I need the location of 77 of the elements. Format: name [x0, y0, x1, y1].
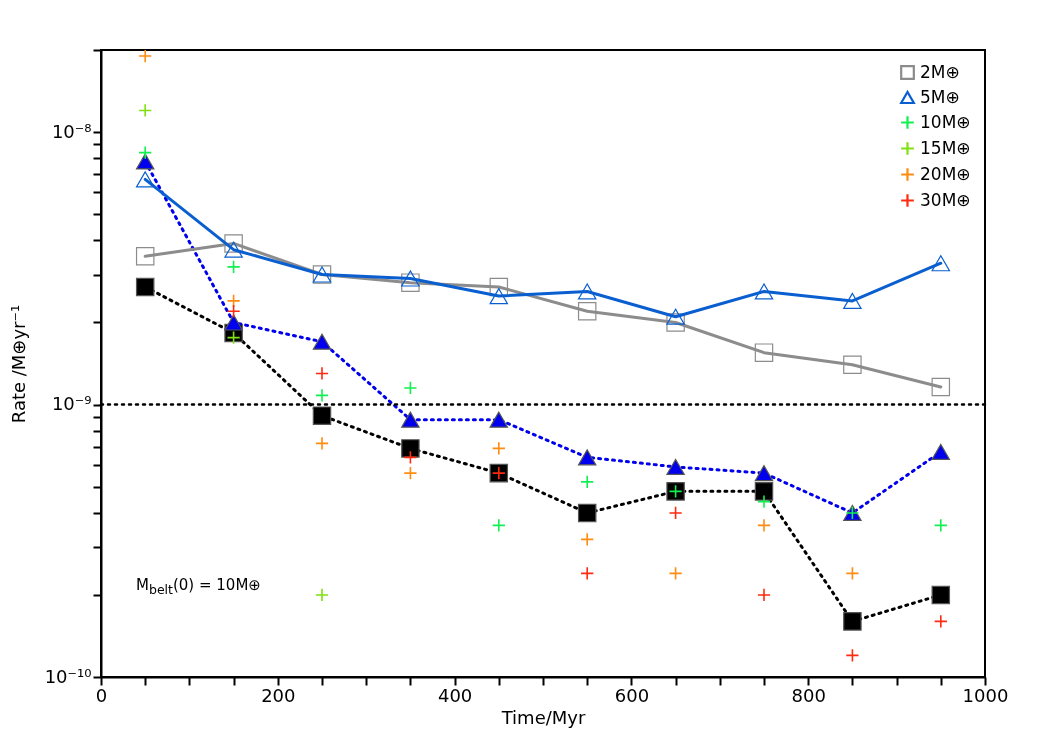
point — [135, 153, 155, 170]
point — [757, 518, 771, 533]
point — [577, 283, 597, 300]
point — [312, 333, 332, 350]
point — [403, 450, 418, 465]
legend-label: 15M⊕ — [920, 137, 971, 158]
point — [931, 255, 951, 272]
point — [580, 566, 595, 581]
point — [138, 145, 153, 160]
point — [224, 234, 243, 253]
point — [666, 308, 685, 325]
point — [138, 103, 153, 118]
point — [489, 411, 509, 428]
legend-label: 5M⊕ — [920, 86, 960, 107]
point — [401, 273, 420, 292]
x-tick-label: 200 — [261, 684, 296, 706]
legend-label: 30M⊕ — [920, 189, 971, 210]
point — [135, 277, 155, 297]
legend-label: 10M⊕ — [920, 111, 971, 132]
point — [226, 259, 241, 274]
point — [491, 518, 506, 533]
point — [843, 355, 862, 374]
point — [845, 566, 860, 581]
point — [315, 588, 329, 602]
point — [226, 304, 241, 319]
point — [580, 532, 595, 547]
x-tick-label: 800 — [791, 684, 826, 706]
point — [138, 49, 153, 63]
point — [931, 443, 951, 461]
point — [491, 441, 506, 456]
point — [757, 494, 771, 509]
point — [315, 366, 329, 381]
y-axis-title: Rate /M⊕yr⁻¹ — [7, 304, 29, 424]
point — [843, 612, 862, 631]
point — [757, 588, 771, 602]
y-tick-label: 10⁻⁸ — [51, 120, 92, 142]
point — [312, 406, 332, 425]
point — [580, 474, 595, 489]
point — [754, 343, 774, 362]
point — [489, 287, 509, 305]
point — [403, 466, 418, 481]
point — [315, 436, 329, 451]
point — [754, 465, 774, 482]
point — [668, 506, 683, 520]
point — [224, 314, 243, 331]
point — [845, 648, 860, 663]
point — [668, 566, 683, 581]
point — [754, 283, 774, 300]
point — [401, 270, 420, 287]
legend-label: 2M⊕ — [920, 61, 960, 82]
annotation: M$_{belt}$(0) = 10M⊕ — [136, 576, 261, 597]
x-tick-label: 600 — [614, 684, 650, 706]
point — [577, 503, 597, 523]
y-tick-label: 10⁻¹⁰ — [44, 665, 92, 687]
point — [933, 614, 948, 629]
x-tick-label: 400 — [437, 684, 473, 706]
point — [135, 247, 155, 266]
legend-label: 20M⊕ — [920, 163, 971, 184]
point — [577, 301, 597, 321]
point — [931, 585, 951, 605]
x-tick-label: 0 — [95, 684, 108, 706]
point — [933, 518, 948, 533]
point — [577, 449, 597, 466]
y-tick-label: 10⁻⁹ — [51, 393, 92, 415]
point — [666, 458, 685, 476]
point — [843, 292, 862, 310]
point — [135, 171, 155, 188]
point — [401, 411, 420, 428]
point — [401, 439, 420, 458]
point — [226, 293, 241, 308]
point — [224, 241, 243, 258]
point — [931, 377, 951, 397]
point — [315, 388, 329, 403]
x-axis-title: Time/Myr — [500, 706, 586, 728]
x-tick-label: 1000 — [962, 684, 1009, 706]
point — [754, 482, 774, 501]
point — [403, 381, 418, 395]
